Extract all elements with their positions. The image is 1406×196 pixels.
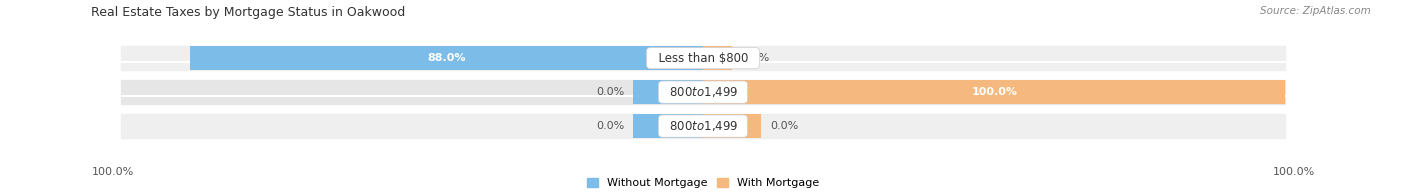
Text: 0.0%: 0.0% [770, 121, 799, 131]
Text: Less than $800: Less than $800 [651, 52, 755, 65]
Bar [121, 114, 1285, 138]
Text: $800 to $1,499: $800 to $1,499 [662, 85, 744, 99]
Text: 88.0%: 88.0% [427, 53, 465, 63]
Text: 0.0%: 0.0% [741, 53, 769, 63]
Text: 100.0%: 100.0% [972, 87, 1018, 97]
Legend: Without Mortgage, With Mortgage: Without Mortgage, With Mortgage [588, 178, 818, 189]
Bar [703, 46, 733, 70]
Text: 100.0%: 100.0% [1272, 167, 1315, 178]
Bar [633, 80, 703, 104]
Text: Source: ZipAtlas.com: Source: ZipAtlas.com [1260, 6, 1371, 16]
Text: Real Estate Taxes by Mortgage Status in Oakwood: Real Estate Taxes by Mortgage Status in … [91, 6, 406, 19]
Text: 0.0%: 0.0% [596, 121, 624, 131]
Bar [703, 114, 761, 138]
Bar [190, 46, 703, 70]
Bar [121, 80, 1285, 104]
Bar [703, 80, 1285, 104]
Bar [121, 46, 1285, 70]
Text: $800 to $1,499: $800 to $1,499 [662, 119, 744, 133]
Bar [633, 114, 703, 138]
Text: 0.0%: 0.0% [596, 87, 624, 97]
Text: 100.0%: 100.0% [91, 167, 134, 178]
